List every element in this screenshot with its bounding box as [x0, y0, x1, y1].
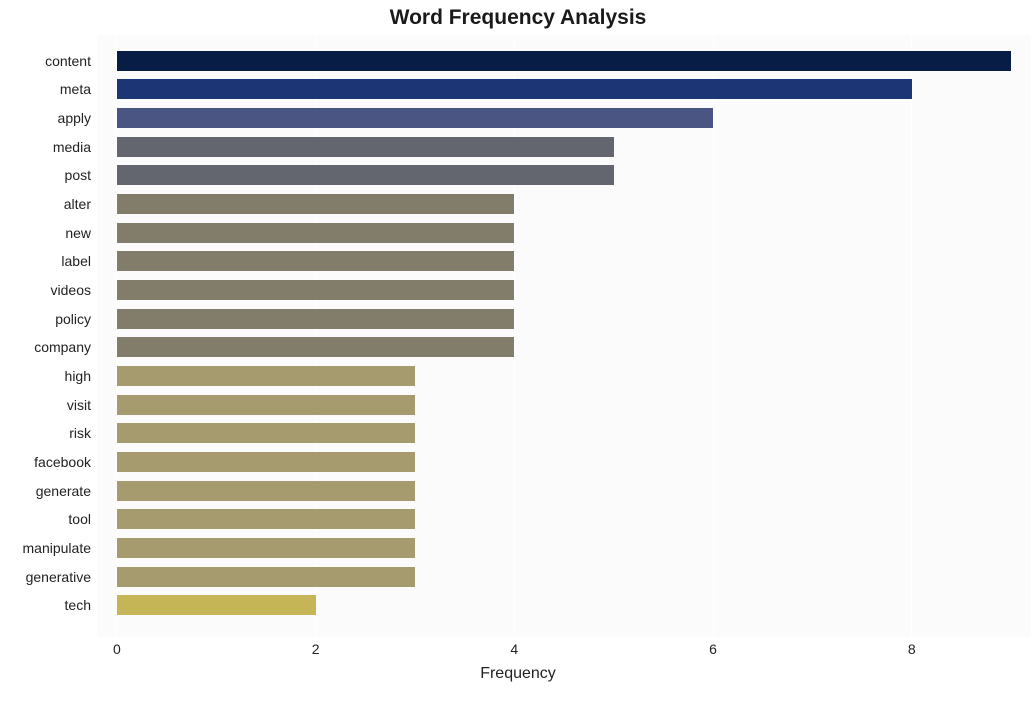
bar: [117, 423, 415, 443]
x-tick-label: 2: [312, 641, 320, 657]
bar: [117, 567, 415, 587]
bar: [117, 309, 514, 329]
bar: [117, 538, 415, 558]
y-tick-label: company: [34, 339, 91, 355]
bar: [117, 337, 514, 357]
y-tick-label: meta: [60, 81, 91, 97]
y-tick-label: generative: [26, 569, 91, 585]
y-tick-label: videos: [51, 282, 91, 298]
y-tick-label: alter: [64, 196, 91, 212]
word-frequency-chart: Word Frequency Analysis content meta apply…: [0, 0, 1036, 701]
x-tick-label: 6: [709, 641, 717, 657]
bar: [117, 452, 415, 472]
x-tick-label: 4: [510, 641, 518, 657]
bar: [117, 595, 316, 615]
y-axis-labels: content meta apply media post alter new label vi…: [0, 35, 97, 637]
y-tick-label: risk: [69, 425, 91, 441]
y-tick-label: new: [65, 225, 91, 241]
bar: [117, 51, 1011, 71]
y-tick-label: generate: [36, 483, 91, 499]
chart-title: Word Frequency Analysis: [0, 6, 1036, 30]
y-tick-label: high: [65, 368, 91, 384]
bar: [117, 137, 614, 157]
x-axis-title: Frequency: [0, 665, 1036, 683]
y-tick-label: content: [45, 53, 91, 69]
y-tick-label: visit: [67, 397, 91, 413]
plot-area: [97, 35, 1031, 637]
y-tick-label: apply: [58, 110, 91, 126]
x-tick-label: 8: [908, 641, 916, 657]
bar: [117, 79, 912, 99]
bar: [117, 280, 514, 300]
x-axis-tick-labels: 0 2 4 6 8: [97, 637, 1031, 661]
y-tick-label: policy: [55, 311, 91, 327]
y-tick-label: label: [61, 253, 91, 269]
bar: [117, 194, 514, 214]
bar: [117, 108, 713, 128]
bar: [117, 481, 415, 501]
x-tick-label: 0: [113, 641, 121, 657]
y-tick-label: media: [53, 139, 91, 155]
y-tick-label: tech: [65, 597, 91, 613]
y-tick-label: facebook: [34, 454, 91, 470]
bar: [117, 366, 415, 386]
bar: [117, 509, 415, 529]
y-tick-label: manipulate: [23, 540, 92, 556]
bar: [117, 223, 514, 243]
gridline: [911, 35, 912, 637]
bar: [117, 251, 514, 271]
y-tick-label: post: [65, 167, 91, 183]
bar: [117, 165, 614, 185]
y-tick-label: tool: [68, 511, 91, 527]
bar: [117, 395, 415, 415]
